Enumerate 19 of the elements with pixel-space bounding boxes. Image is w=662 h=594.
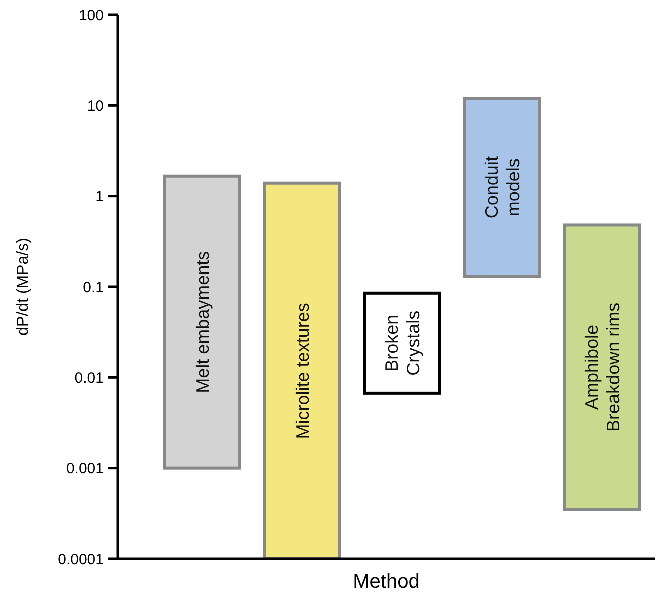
y-tick-label: 10	[87, 98, 104, 115]
x-tick-label: Melt embayments	[192, 251, 213, 394]
bar	[464, 96, 542, 278]
x-tick-label: Microlite textures	[292, 303, 313, 440]
y-tick-label: 0.01	[74, 370, 104, 387]
x-tick-label: Broken Crystals	[382, 310, 424, 376]
bar	[164, 174, 242, 470]
x-axis-title: Method	[353, 571, 420, 593]
y-tick-label: 0.001	[66, 460, 104, 478]
x-tick-label: Conduit models	[482, 156, 524, 219]
y-tick-label: 0.1	[83, 279, 104, 296]
y-tick-label: 0.0001	[58, 551, 104, 568]
bar	[364, 292, 442, 395]
y-tick-label: 100	[78, 7, 104, 24]
bar	[264, 182, 342, 560]
y-tick-label: 1	[96, 188, 104, 206]
y-axis-title: dP/dt (MPa/s)	[15, 238, 32, 336]
x-tick-label: Amphibole Breakdown rims	[582, 302, 624, 432]
bar	[564, 224, 642, 512]
